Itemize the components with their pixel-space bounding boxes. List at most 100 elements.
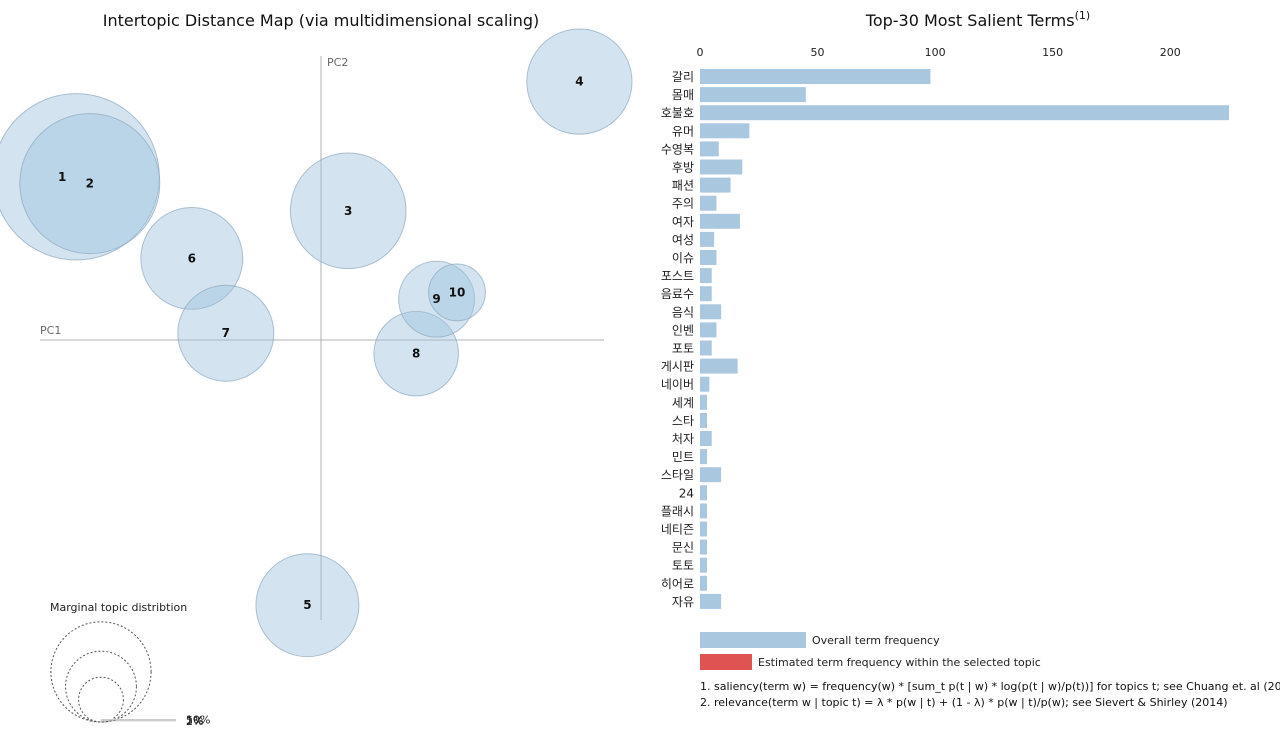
topic-bubbles: 1 2 3 4 5 6 7 8 9 10: [0, 28, 633, 658]
salient-terms-title-sup: (1): [1075, 9, 1091, 22]
topic-bubble-4[interactable]: [526, 28, 633, 135]
term-label-12[interactable]: 음료수: [661, 287, 694, 301]
pc2-axis-label: PC2: [327, 56, 348, 69]
pc1-axis-label: PC1: [40, 324, 61, 337]
topic-label-1: 1: [58, 170, 66, 184]
marginal-circle-10: [50, 621, 152, 723]
term-label-16[interactable]: 게시판: [661, 360, 694, 374]
term-bar-11[interactable]: [700, 268, 712, 284]
term-bar-5[interactable]: [700, 159, 743, 175]
term-bar-6[interactable]: [700, 177, 731, 193]
topic-bubble-3[interactable]: [289, 152, 407, 270]
term-bar-2[interactable]: [700, 105, 1229, 121]
term-label-7[interactable]: 주의: [672, 197, 694, 211]
x-tick-50: 50: [811, 46, 825, 59]
term-bar-24[interactable]: [700, 503, 708, 519]
term-label-13[interactable]: 음식: [672, 305, 694, 319]
term-label-25[interactable]: 네티즌: [661, 523, 694, 537]
x-tick-150: 150: [1042, 46, 1063, 59]
marginal-label-5: 5%: [186, 714, 203, 727]
topic-bubble-5[interactable]: [255, 553, 360, 658]
term-bar-7[interactable]: [700, 195, 717, 211]
marginal-legend-title: Marginal topic distribtion: [50, 601, 187, 614]
term-bar-17[interactable]: [700, 376, 710, 392]
term-label-18[interactable]: 세계: [672, 396, 694, 410]
term-bar-8[interactable]: [700, 213, 740, 229]
term-label-9[interactable]: 여성: [672, 233, 694, 247]
term-bar-4[interactable]: [700, 141, 719, 157]
x-axis-ticks: 0 50 100 150 200: [697, 46, 1181, 59]
term-bar-16[interactable]: [700, 358, 738, 374]
topic-bubble-8[interactable]: [373, 310, 459, 397]
term-label-2[interactable]: 호불호: [661, 106, 694, 120]
topic-bubble-6[interactable]: [140, 206, 244, 310]
topic-label-3: 3: [344, 204, 352, 218]
term-label-10[interactable]: 이슈: [672, 251, 694, 265]
x-tick-100: 100: [925, 46, 946, 59]
term-label-28[interactable]: 히어로: [661, 577, 694, 591]
term-bar-15[interactable]: [700, 340, 712, 356]
topic-bubble-9[interactable]: [398, 260, 476, 338]
term-bar-20[interactable]: [700, 431, 712, 446]
term-label-3[interactable]: 유머: [672, 124, 694, 138]
topic-bubble-10[interactable]: [428, 263, 486, 322]
term-label-8[interactable]: 여자: [672, 215, 694, 229]
term-bar-19[interactable]: [700, 412, 708, 428]
term-label-1[interactable]: 몸매: [672, 88, 694, 102]
topic-label-10: 10: [449, 285, 466, 299]
term-bar-29[interactable]: [700, 593, 722, 609]
marginal-circle-2: [78, 676, 124, 723]
term-label-27[interactable]: 토토: [672, 559, 694, 573]
term-label-5[interactable]: 후방: [672, 161, 694, 175]
term-label-19[interactable]: 스타: [672, 414, 694, 428]
topic-label-6: 6: [188, 251, 196, 265]
term-bar-28[interactable]: [700, 575, 708, 591]
term-label-20[interactable]: 처자: [672, 432, 694, 446]
term-bar-27[interactable]: [700, 557, 708, 573]
term-bar-10[interactable]: [700, 250, 717, 265]
term-bar-14[interactable]: [700, 322, 717, 338]
footnote-relevance: 2. relevance(term w | topic t) = λ * p(w…: [700, 696, 1228, 709]
footnote-saliency: 1. saliency(term w) = frequency(w) * [su…: [700, 680, 1280, 693]
term-bar-3[interactable]: [700, 123, 750, 139]
term-bar-0[interactable]: [700, 69, 931, 84]
term-label-17[interactable]: 네이버: [661, 378, 694, 392]
term-bar-21[interactable]: [700, 449, 708, 465]
term-label-22[interactable]: 스타일: [661, 468, 694, 482]
term-bar-26[interactable]: [700, 539, 708, 555]
term-label-15[interactable]: 포토: [672, 342, 694, 356]
term-bar-18[interactable]: [700, 394, 708, 410]
topic-bubble-7[interactable]: [177, 284, 275, 382]
legend-topic-swatch: [700, 654, 752, 670]
term-label-24[interactable]: 플래시: [661, 504, 694, 518]
topic-label-5: 5: [303, 598, 311, 612]
term-label-21[interactable]: 민트: [672, 450, 694, 464]
term-bar-9[interactable]: [700, 231, 715, 247]
term-bar-23[interactable]: [700, 485, 708, 501]
term-bar-22[interactable]: [700, 467, 722, 483]
legend-overall-label: Overall term frequency: [812, 634, 940, 647]
topic-label-2: 2: [86, 177, 94, 191]
term-bars: 갈리몸매호불호유머수영복후방패션주의여자여성이슈포스트음료수음식인벤포토게시판네…: [661, 69, 1229, 609]
term-label-26[interactable]: 문신: [672, 541, 694, 555]
term-label-23[interactable]: 24: [679, 486, 694, 500]
term-label-29[interactable]: 자유: [672, 595, 694, 609]
term-label-11[interactable]: 포스트: [661, 269, 694, 283]
term-label-6[interactable]: 패션: [672, 179, 694, 193]
marginal-circle-5: [65, 650, 137, 723]
salient-terms-title: Top-30 Most Salient Terms(1): [865, 9, 1090, 30]
marginal-label-2: 2%: [186, 715, 203, 728]
marginal-legend: 2%5%10%: [50, 621, 210, 728]
term-bar-1[interactable]: [700, 87, 806, 103]
x-tick-200: 200: [1160, 46, 1181, 59]
term-label-4[interactable]: 수영복: [661, 142, 694, 156]
term-bar-12[interactable]: [700, 286, 712, 302]
topic-bubble-2[interactable]: [19, 113, 161, 255]
term-bar-25[interactable]: [700, 521, 708, 537]
intertopic-map-title: Intertopic Distance Map (via multidimens…: [103, 11, 540, 30]
term-label-0[interactable]: 갈리: [672, 70, 694, 84]
term-label-14[interactable]: 인벤: [672, 323, 694, 337]
salient-terms-title-text: Top-30 Most Salient Terms: [865, 11, 1075, 30]
term-bar-13[interactable]: [700, 304, 722, 320]
